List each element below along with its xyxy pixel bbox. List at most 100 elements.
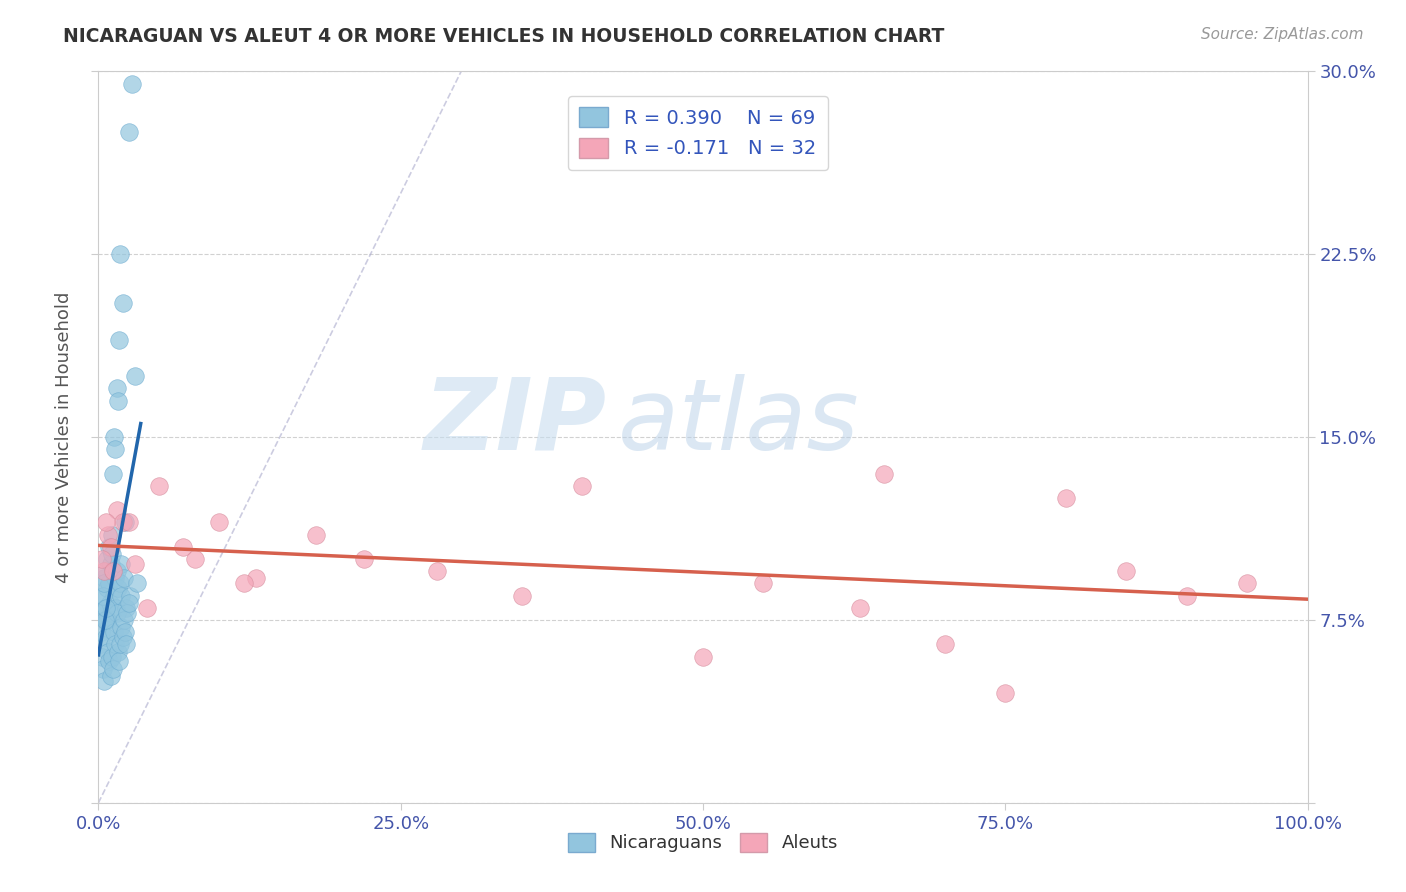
Point — [90, 637, 112, 651]
Y-axis label: 4 or more Vehicles in Household: 4 or more Vehicles in Household — [55, 292, 73, 582]
Point — [934, 637, 956, 651]
Text: NICARAGUAN VS ALEUT 4 OR MORE VEHICLES IN HOUSEHOLD CORRELATION CHART: NICARAGUAN VS ALEUT 4 OR MORE VEHICLES I… — [63, 27, 945, 45]
Point — [111, 516, 134, 530]
Point — [135, 600, 157, 615]
Point — [94, 600, 117, 615]
Point — [1115, 564, 1137, 578]
Point — [96, 581, 118, 595]
Point — [97, 645, 120, 659]
Text: atlas: atlas — [619, 374, 860, 471]
Point — [101, 662, 124, 676]
Legend: Nicaraguans, Aleuts: Nicaraguans, Aleuts — [561, 826, 845, 860]
Point — [100, 649, 122, 664]
Point — [104, 600, 127, 615]
Point — [873, 467, 896, 481]
Point — [849, 600, 872, 615]
Point — [108, 247, 131, 261]
Point — [105, 503, 128, 517]
Point — [107, 645, 129, 659]
Point — [115, 637, 138, 651]
Point — [103, 625, 125, 640]
Point — [1236, 576, 1258, 591]
Point — [91, 606, 114, 620]
Point — [100, 669, 122, 683]
Point — [752, 576, 775, 591]
Point — [96, 613, 118, 627]
Point — [91, 649, 114, 664]
Point — [93, 572, 115, 586]
Point — [98, 654, 121, 668]
Point — [101, 564, 124, 578]
Point — [121, 77, 143, 91]
Point — [98, 576, 121, 591]
Point — [108, 333, 131, 347]
Point — [353, 552, 375, 566]
Point — [93, 673, 115, 688]
Point — [124, 557, 146, 571]
Point — [114, 516, 136, 530]
Point — [110, 620, 132, 634]
Point — [111, 630, 134, 644]
Point — [112, 613, 135, 627]
Point — [245, 572, 267, 586]
Point — [1175, 589, 1198, 603]
Point — [97, 527, 120, 541]
Point — [110, 589, 132, 603]
Point — [112, 572, 135, 586]
Point — [94, 630, 117, 644]
Point — [101, 527, 124, 541]
Point — [91, 589, 114, 603]
Point — [100, 557, 122, 571]
Point — [232, 576, 254, 591]
Point — [96, 600, 118, 615]
Point — [172, 540, 194, 554]
Point — [96, 564, 118, 578]
Point — [100, 606, 122, 620]
Point — [91, 589, 114, 603]
Text: ZIP: ZIP — [423, 374, 606, 471]
Point — [127, 576, 149, 591]
Text: Source: ZipAtlas.com: Source: ZipAtlas.com — [1201, 27, 1364, 42]
Point — [105, 606, 128, 620]
Point — [571, 479, 593, 493]
Point — [148, 479, 170, 493]
Point — [110, 557, 132, 571]
Point — [1054, 491, 1077, 505]
Point — [118, 589, 141, 603]
Point — [103, 589, 125, 603]
Point — [104, 637, 127, 651]
Point — [93, 564, 115, 578]
Point — [117, 606, 139, 620]
Point — [96, 552, 118, 566]
Point — [124, 369, 146, 384]
Point — [94, 613, 117, 627]
Point — [105, 381, 128, 395]
Point — [94, 516, 117, 530]
Point — [118, 516, 141, 530]
Point — [108, 576, 131, 591]
Point — [108, 654, 131, 668]
Point — [510, 589, 533, 603]
Point — [108, 637, 131, 651]
Point — [103, 430, 125, 444]
Point — [104, 442, 127, 457]
Point — [97, 620, 120, 634]
Point — [91, 662, 114, 676]
Point — [111, 296, 134, 310]
Point — [114, 625, 136, 640]
Point — [100, 540, 122, 554]
Point — [305, 527, 328, 541]
Point — [184, 552, 207, 566]
Point — [692, 649, 714, 664]
Point — [101, 467, 124, 481]
Point — [90, 625, 112, 640]
Point — [118, 125, 141, 139]
Point — [107, 581, 129, 595]
Point — [97, 540, 120, 554]
Point — [105, 564, 128, 578]
Point — [93, 576, 115, 591]
Point — [98, 596, 121, 610]
Point — [104, 572, 127, 586]
Point — [94, 613, 117, 627]
Point — [91, 552, 114, 566]
